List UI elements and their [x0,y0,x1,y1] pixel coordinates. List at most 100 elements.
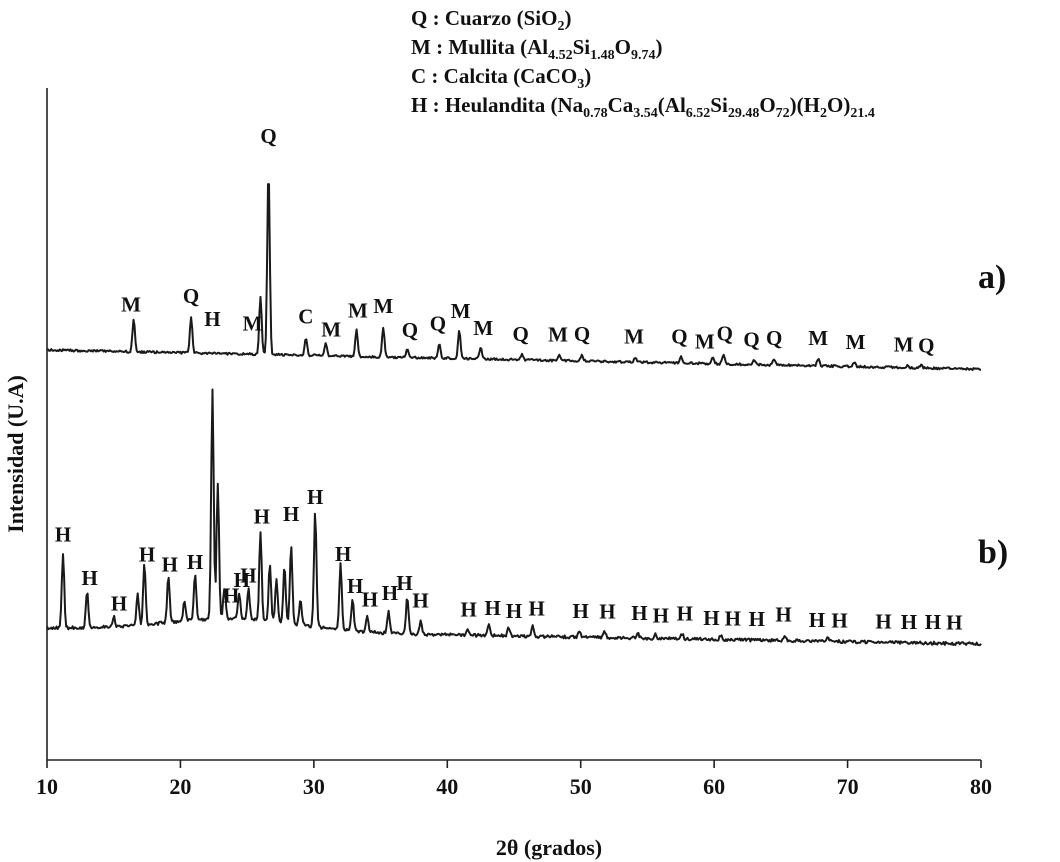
peak-label: M [243,311,263,335]
peak-label: H [382,581,398,605]
peak-label: H [335,542,351,566]
peak-label: H [187,550,203,574]
legend-subscript: 29.48 [728,106,760,121]
peak-label: M [321,317,341,341]
peak-label: H [223,584,239,608]
legend-text-part: M [411,35,431,59]
peak-label: H [396,571,412,595]
legend-text-part: CaCO [520,64,577,88]
peak-label: H [775,603,791,627]
x-axis-ticks: 10 20 30 40 50 60 70 80 [36,760,992,799]
peak-label: H [139,543,155,567]
peak-label: H [55,522,71,546]
legend-text-part: ) [564,6,571,30]
legend-text-part: Ca [608,93,634,117]
peak-label: C [298,304,313,328]
peak-label: H [111,592,127,616]
peak-label: M [695,329,715,353]
legend-subscript: 3 [577,77,584,92]
legend-subscript: 0.78 [583,106,608,121]
peak-label: M [624,324,644,348]
peak-label: H [875,609,891,633]
legend-text-part: : [431,35,449,59]
series-a-label: a) [978,259,1006,296]
peak-label: H [631,601,647,625]
x-tick-label: 60 [703,774,725,799]
peak-label: Q [402,318,418,342]
peak-label: H [283,502,299,526]
legend-subscript: 2 [557,19,564,34]
legend-text-part: Si [573,35,591,59]
legend-text-part: Si [710,93,728,117]
peak-label: H [307,485,323,509]
peak-label: Q [574,322,590,346]
x-tick-label: 40 [436,774,458,799]
peak-label: H [204,307,220,331]
peak-label: Q [766,326,782,350]
peak-label: H [901,610,917,634]
peak-label: Q [717,321,733,345]
series-a-trace [46,183,981,371]
legend-subscript: 6.52 [686,106,711,121]
peak-label: H [82,566,98,590]
legend-entry-m: M : Mullita (Al4.52Si1.48O9.74) [411,35,662,63]
legend-entry-c: C : Calcita (CaCO3) [411,64,591,92]
series-b-trace [46,388,982,647]
legend-text-part: Heulandita ( [445,93,558,117]
peak-label: H [725,607,741,631]
series-b-label: b) [978,534,1008,571]
legend-entry-q: Q : Cuarzo (SiO2) [411,6,571,34]
peak-label: H [460,597,476,621]
legend-subscript: 3.54 [633,106,658,121]
legend-text-part: C [411,64,426,88]
peak-label: H [162,553,178,577]
peak-label: Q [512,322,528,346]
peak-label: H [529,597,545,621]
legend-text-part: ) [655,35,662,59]
legend-subscript: 2 [820,106,827,121]
x-tick-label: 50 [570,774,592,799]
peak-label: M [846,330,866,354]
legend-entry-h: H : Heulandita (Na0.78Ca3.54(Al6.52Si29.… [411,93,875,121]
legend-text-part: (Al [658,93,686,117]
peak-label: Q [183,284,199,308]
legend-text-part: SiO [524,6,558,30]
legend-text-part: : [427,6,445,30]
x-tick-label: 30 [303,774,325,799]
phase-legend: Q : Cuarzo (SiO2)M : Mullita (Al4.52Si1.… [411,6,875,121]
peak-label: Q [743,327,759,351]
x-axis-label: 2θ (grados) [496,835,602,860]
peak-label: M [451,299,471,323]
peak-label: H [412,589,428,613]
peak-label: H [925,610,941,634]
peak-label: H [347,574,363,598]
x-tick-label: 10 [36,774,58,799]
legend-text-part: Al [527,35,548,59]
peak-label: H [653,604,669,628]
legend-text-part: O) [827,93,850,117]
peak-label: H [946,611,962,635]
peak-label: H [234,568,250,592]
legend-subscript: 9.74 [631,48,656,63]
y-axis-label: Intensidad (U.A) [3,375,28,533]
x-tick-label: 80 [970,774,992,799]
legend-text-part: ) [584,64,591,88]
peak-label: M [348,299,368,323]
legend-text-part: Cuarzo ( [445,6,524,30]
legend-text-part: O [615,35,631,59]
legend-text-part: Mullita ( [448,35,527,59]
peak-label: Q [430,312,446,336]
peak-label: Q [671,324,687,348]
legend-text-part: )(H [790,93,820,117]
x-tick-label: 70 [837,774,859,799]
peak-label: H [362,588,378,612]
peak-label: Q [918,334,934,358]
legend-subscript: 4.52 [548,48,573,63]
legend-subscript: 1.48 [590,48,615,63]
legend-text-part: : [427,93,445,117]
legend-text-part: Calcita ( [444,64,520,88]
x-tick-label: 20 [169,774,191,799]
